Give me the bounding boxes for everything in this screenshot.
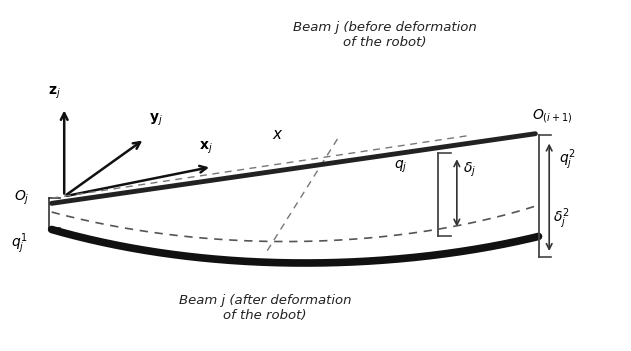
Text: Beam j (before deformation
of the robot): Beam j (before deformation of the robot) <box>293 21 476 48</box>
Text: $O_{(i+1)}$: $O_{(i+1)}$ <box>532 107 573 125</box>
Text: Beam j (after deformation
of the robot): Beam j (after deformation of the robot) <box>179 294 351 322</box>
Text: $\delta_j^2$: $\delta_j^2$ <box>553 207 570 231</box>
Text: $O_j$: $O_j$ <box>14 189 30 207</box>
Text: $q_j^1$: $q_j^1$ <box>11 231 27 256</box>
Text: $\mathbf{x}_j$: $\mathbf{x}_j$ <box>199 140 213 156</box>
Text: $\mathbf{z}_j$: $\mathbf{z}_j$ <box>49 84 61 101</box>
Text: $\delta_j$: $\delta_j$ <box>463 161 476 179</box>
Text: $q_j$: $q_j$ <box>394 159 407 175</box>
Text: $\mathbf{y}_j$: $\mathbf{y}_j$ <box>149 112 163 128</box>
Text: $q_j^2$: $q_j^2$ <box>558 147 575 172</box>
Text: $x$: $x$ <box>272 127 283 143</box>
